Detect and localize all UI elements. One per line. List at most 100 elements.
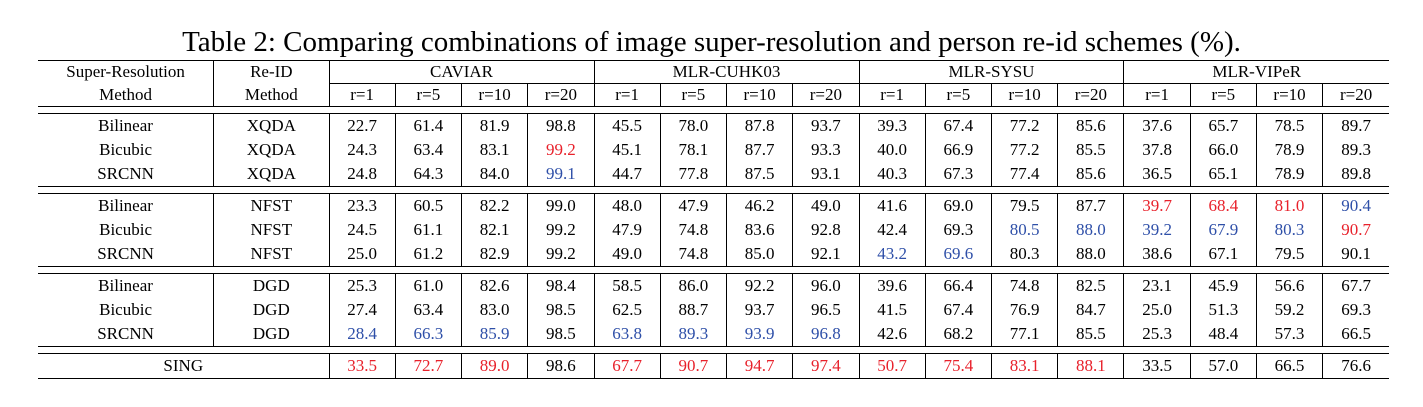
- header-rank: r=5: [1190, 83, 1257, 107]
- group-separator: [38, 266, 1389, 274]
- results-table: Super-Resolution Re-ID CAVIAR MLR-CUHK03…: [38, 60, 1389, 379]
- value-cell: 87.5: [726, 162, 794, 187]
- value-cell: 61.0: [395, 273, 463, 298]
- results-body: Bilinear XQDA 22.7 61.4 81.9 98.8 45.5 78.0 87.8…: [38, 106, 1389, 379]
- value-cell: 94.7: [726, 353, 794, 379]
- value-cell: 67.7: [1341, 276, 1371, 295]
- value-cell: 47.9: [660, 193, 727, 218]
- header-rank: r=5: [660, 83, 727, 107]
- header-rank: r=5: [925, 83, 992, 107]
- value-cell: 93.9: [726, 322, 794, 347]
- value-cell: 83.1: [461, 138, 529, 162]
- value-cell: 82.5: [1057, 273, 1125, 298]
- reid-method-cell: XQDA: [213, 138, 330, 162]
- value-cell: 85.6: [1057, 162, 1125, 187]
- header-rank: r=1: [1123, 83, 1191, 107]
- separator-rule: [38, 266, 1389, 274]
- value-cell: 23.1: [1123, 273, 1191, 298]
- header-dataset: MLR-VIPeR: [1123, 60, 1389, 84]
- value-cell: 78.0: [660, 113, 727, 138]
- value-cell: 99.1: [527, 162, 595, 187]
- value-cell: 79.5: [1256, 242, 1324, 267]
- value-cell: 98.4: [527, 273, 595, 298]
- value-cell: 61.2: [395, 242, 463, 267]
- reid-method-cell: DGD: [213, 273, 330, 298]
- value-cell: 83.0: [461, 298, 529, 322]
- value-cell: 83.6: [726, 218, 794, 242]
- value-cell: 68.4: [1190, 193, 1257, 218]
- value-cell: 57.3: [1256, 322, 1324, 347]
- value-cell: 25.0: [1123, 298, 1191, 322]
- value-cell: 74.8: [660, 242, 727, 267]
- table-row: SRCNN NFST 25.0 61.2 82.9 99.2 49.0 74.8 85.0 92.…: [38, 242, 1389, 267]
- value-cell: 76.9: [991, 298, 1059, 322]
- value-cell: 25.3: [1123, 322, 1191, 347]
- value-cell: 23.3: [329, 193, 396, 218]
- sr-method-cell: Bicubic: [38, 138, 215, 162]
- value-cell: 80.3: [1256, 218, 1324, 242]
- value-cell: 82.1: [461, 218, 529, 242]
- value-cell: 51.3: [1190, 298, 1257, 322]
- sr-method-cell: Bicubic: [38, 298, 215, 322]
- value-cell: 61.4: [395, 113, 463, 138]
- group-separator: [38, 346, 1389, 354]
- value-cell: 56.6: [1256, 273, 1324, 298]
- group-separator: [38, 106, 1389, 114]
- value-cell: 45.9: [1190, 273, 1257, 298]
- sr-method-cell: SRCNN: [38, 242, 215, 267]
- header-rank: r=20: [1339, 85, 1373, 104]
- header-rank: r=20: [527, 83, 595, 107]
- value-cell: 85.5: [1057, 322, 1125, 347]
- header-dataset: MLR-CUHK03: [594, 60, 860, 84]
- reid-method-cell: NFST: [213, 242, 330, 267]
- value-cell: 61.1: [395, 218, 463, 242]
- value-cell: 90.7: [1341, 220, 1371, 239]
- value-cell: 42.4: [859, 218, 926, 242]
- value-cell: 62.5: [594, 298, 661, 322]
- reid-method-cell: XQDA: [213, 162, 330, 187]
- value-cell: 72.7: [395, 353, 463, 379]
- value-cell: 67.7: [594, 353, 661, 379]
- separator-rule: [38, 106, 1389, 114]
- value-cell: 39.6: [859, 273, 926, 298]
- sr-method-cell: Bilinear: [38, 273, 215, 298]
- value-cell: 92.8: [792, 218, 860, 242]
- value-cell: 42.6: [859, 322, 926, 347]
- value-cell: 96.8: [792, 322, 860, 347]
- value-cell: 58.5: [594, 273, 661, 298]
- value-cell: 25.0: [329, 242, 396, 267]
- header-rank: r=1: [329, 83, 396, 107]
- value-cell: 66.0: [1190, 138, 1257, 162]
- header-row-ranks: Method Method r=1 r=5 r=10 r=20 r=1 r=5 r=10 r=…: [38, 83, 1389, 107]
- value-cell: 57.0: [1190, 353, 1257, 379]
- value-cell: 93.7: [792, 113, 860, 138]
- header-rank: r=20: [1057, 83, 1125, 107]
- header-rank: r=1: [594, 83, 661, 107]
- header-rank: r=1: [859, 83, 926, 107]
- separator-rule: [38, 186, 1389, 194]
- separator-rule: [38, 346, 1389, 354]
- value-cell: 85.0: [726, 242, 794, 267]
- value-cell: 49.0: [792, 193, 860, 218]
- header-sr-method-line1: Super-Resolution: [38, 60, 215, 84]
- table-row: Bilinear DGD 25.3 61.0 82.6 98.4 58.5 86.0 92.2 9…: [38, 273, 1389, 298]
- value-cell: 99.2: [527, 242, 595, 267]
- value-cell: 97.4: [792, 353, 860, 379]
- header-dataset: CAVIAR: [329, 60, 595, 84]
- value-cell: 78.9: [1256, 138, 1324, 162]
- value-cell: 45.1: [594, 138, 661, 162]
- value-cell: 39.3: [859, 113, 926, 138]
- value-cell: 68.2: [925, 322, 992, 347]
- value-cell: 77.2: [991, 113, 1059, 138]
- table-row: SRCNN DGD 28.4 66.3 85.9 98.5 63.8 89.3 93.9 96.8…: [38, 322, 1389, 347]
- sing-label: SING: [38, 353, 330, 379]
- value-cell: 89.3: [660, 322, 727, 347]
- value-cell: 93.1: [792, 162, 860, 187]
- value-cell: 66.5: [1341, 324, 1371, 343]
- value-cell: 63.4: [395, 138, 463, 162]
- value-cell: 74.8: [660, 218, 727, 242]
- header-reid-method-line2: Method: [213, 83, 330, 107]
- value-cell: 86.0: [660, 273, 727, 298]
- value-cell: 22.7: [329, 113, 396, 138]
- value-cell: 93.7: [726, 298, 794, 322]
